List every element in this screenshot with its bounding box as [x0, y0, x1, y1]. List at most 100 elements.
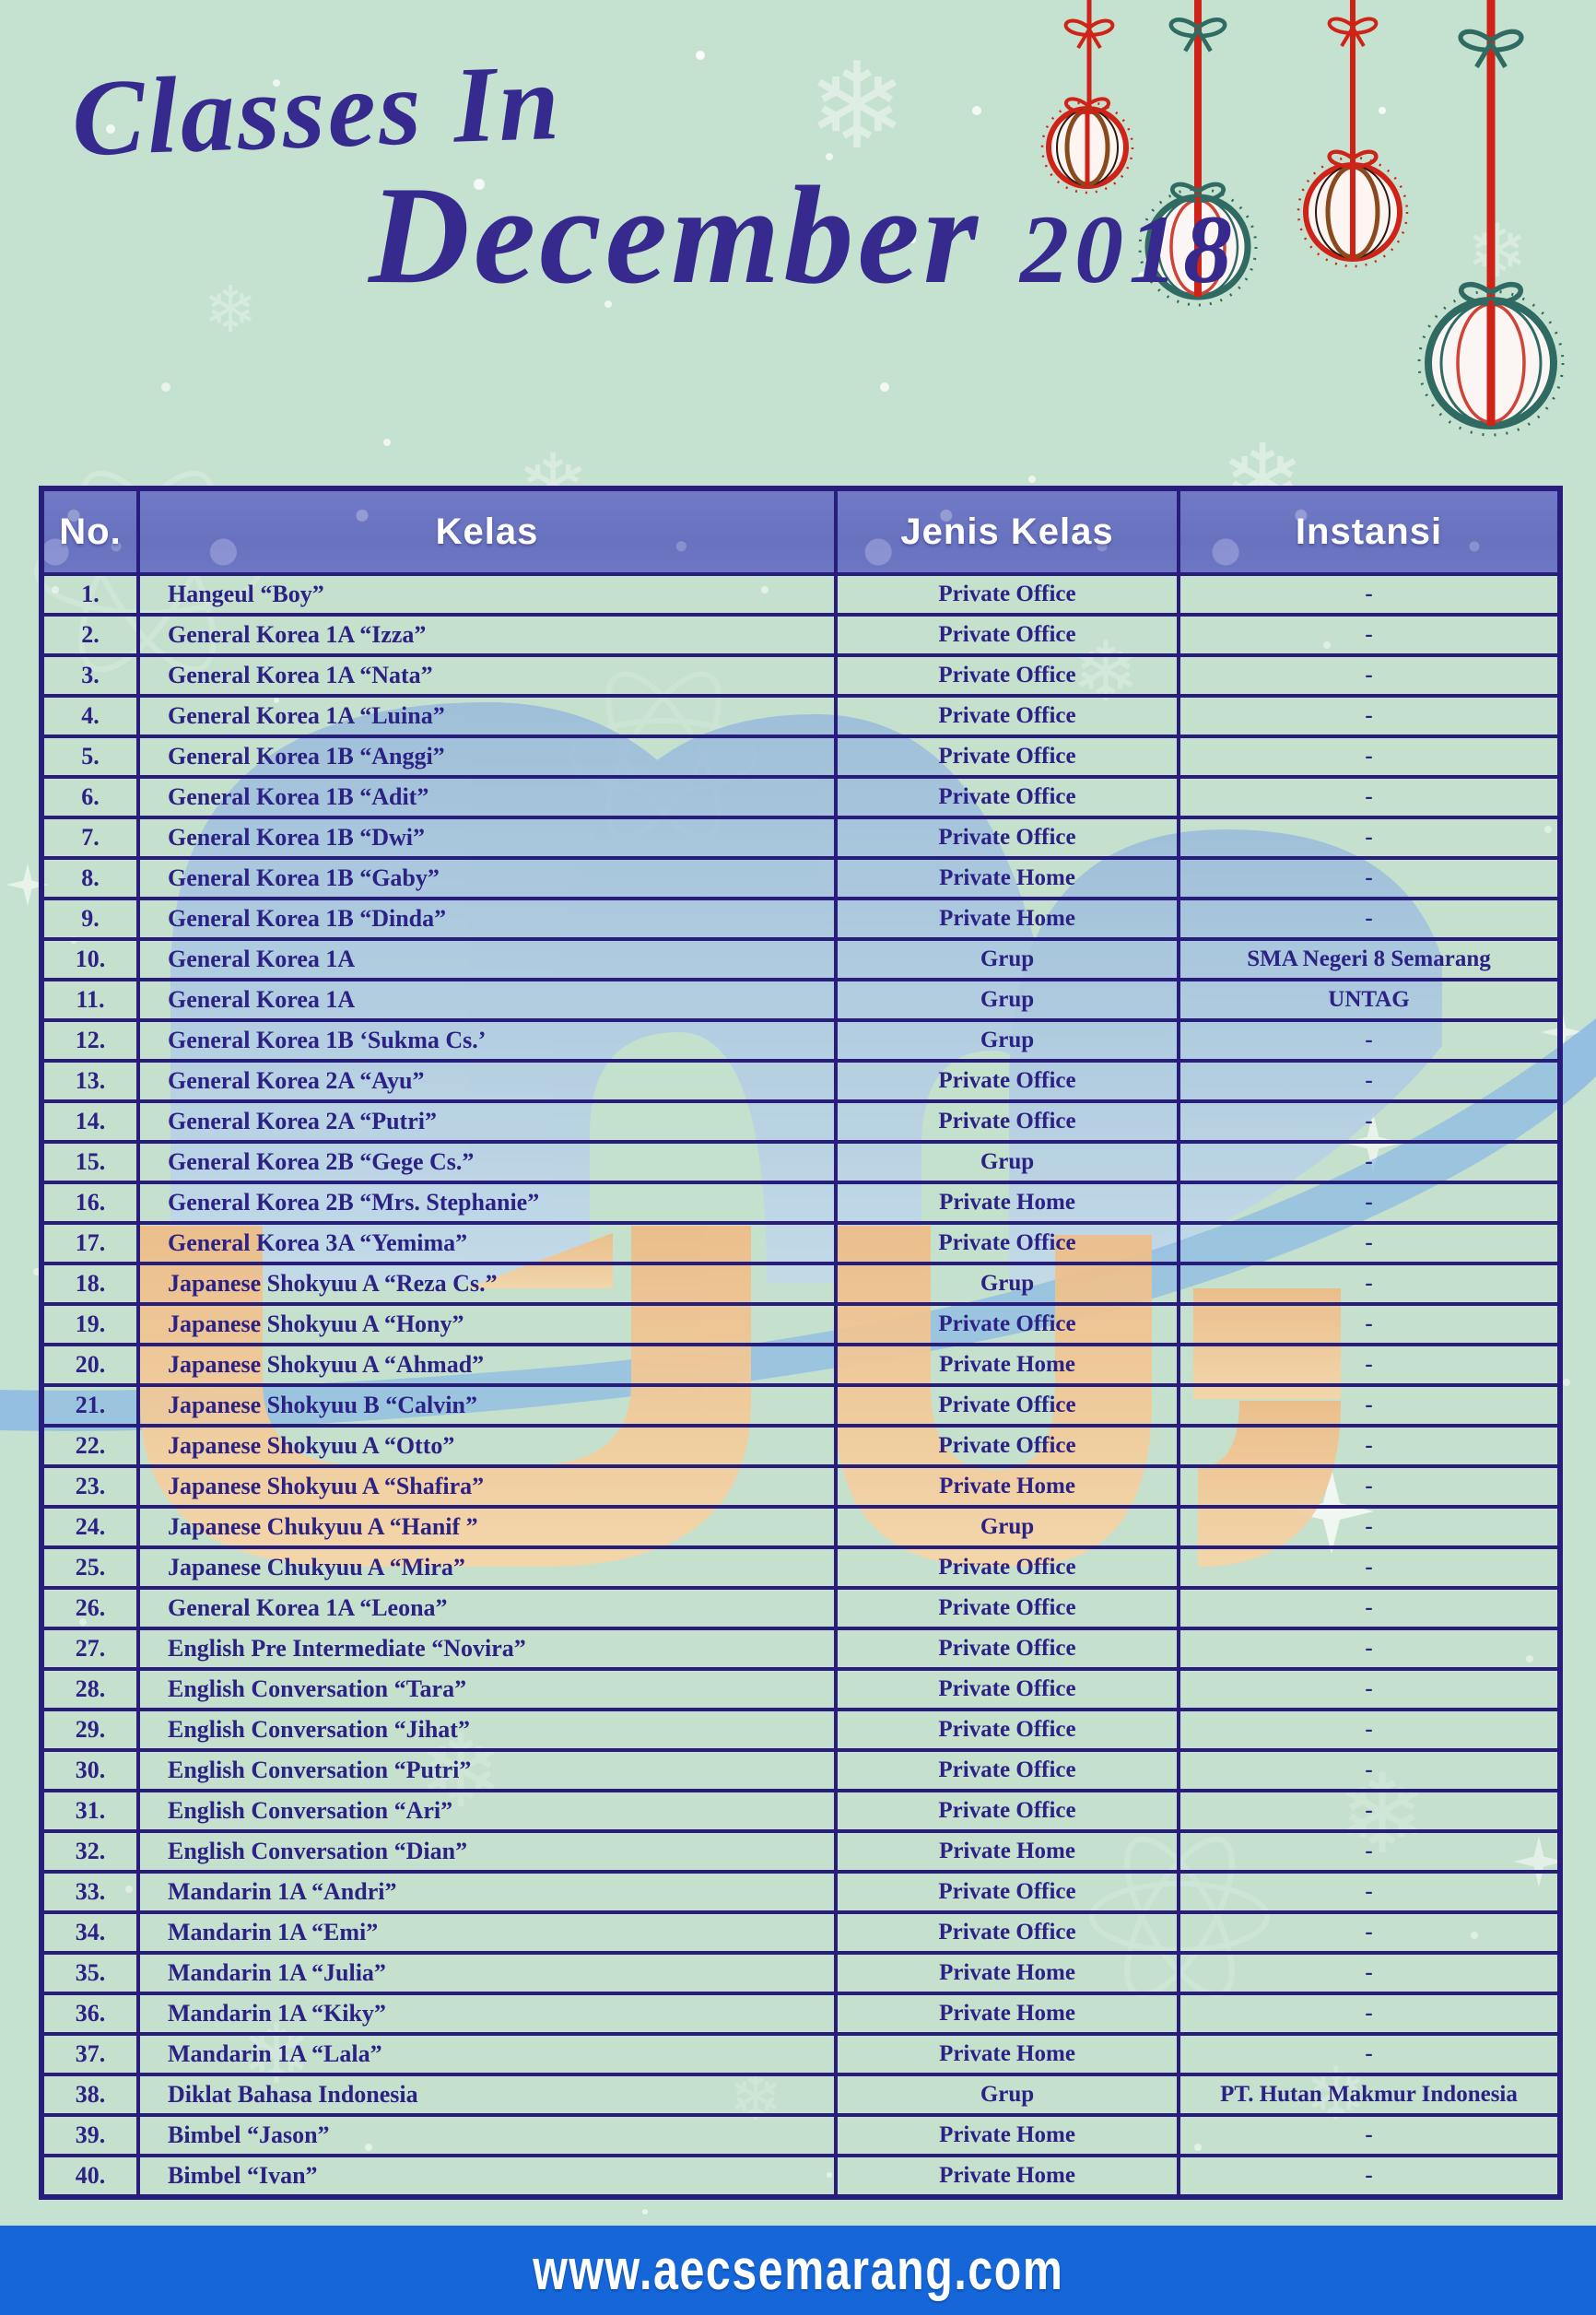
cell-kelas: General Korea 2B “Mrs. Stephanie”: [136, 1181, 838, 1225]
cell-no: 3.: [40, 653, 140, 698]
table-row: 22. Japanese Shokyuu A “Otto” Private Offi…: [40, 1424, 1562, 1468]
cell-jenis-kelas: Private Office: [834, 1424, 1180, 1468]
cell-kelas: General Korea 3A “Yemima”: [136, 1221, 838, 1265]
cell-no: 27.: [40, 1627, 140, 1671]
cell-instansi: -: [1177, 694, 1562, 738]
cell-jenis-kelas: Private Office: [834, 1667, 1180, 1711]
cell-instansi: PT. Hutan Makmur Indonesia: [1177, 2073, 1562, 2117]
cell-instansi: -: [1177, 1343, 1562, 1387]
cell-jenis-kelas: Grup: [834, 978, 1180, 1022]
table-row: 18. Japanese Shokyuu A “Reza Cs.” Grup -: [40, 1262, 1562, 1306]
cell-no: 34.: [40, 1910, 140, 1955]
cell-kelas: General Korea 2A “Ayu”: [136, 1059, 838, 1103]
cell-jenis-kelas: Grup: [834, 1262, 1180, 1306]
title-year: 2018: [1020, 195, 1238, 303]
cell-no: 5.: [40, 734, 140, 779]
cell-instansi: SMA Negeri 8 Semarang: [1177, 937, 1562, 981]
red-bauble-icon: [1297, 17, 1409, 268]
cell-no: 17.: [40, 1221, 140, 1265]
cell-kelas: General Korea 1B ‘Sukma Cs.’: [136, 1018, 838, 1063]
cell-no: 30.: [40, 1748, 140, 1792]
cell-kelas: Mandarin 1A “Lala”: [136, 2032, 838, 2076]
cell-jenis-kelas: Private Office: [834, 613, 1180, 657]
cell-no: 22.: [40, 1424, 140, 1468]
cell-kelas: Japanese Shokyuu A “Otto”: [136, 1424, 838, 1468]
cell-kelas: General Korea 1A: [136, 978, 838, 1022]
cell-jenis-kelas: Private Office: [834, 1910, 1180, 1955]
cell-jenis-kelas: Grup: [834, 937, 1180, 981]
cell-instansi: -: [1177, 1545, 1562, 1590]
cell-kelas: Bimbel “Jason”: [136, 2113, 838, 2157]
table-row: 40. Bimbel “Ivan” Private Home -: [40, 2154, 1562, 2199]
cell-kelas: General Korea 1A “Luina”: [136, 694, 838, 738]
cell-kelas: Japanese Chukyuu A “Hanif ”: [136, 1505, 838, 1549]
table-row: 9. General Korea 1B “Dinda” Private Home -: [40, 897, 1562, 941]
column-header-kelas: Kelas: [136, 487, 838, 576]
table-row: 19. Japanese Shokyuu A “Hony” Private Offi…: [40, 1302, 1562, 1346]
cell-kelas: General Korea 2B “Gege Cs.”: [136, 1140, 838, 1184]
cell-kelas: Hangeul “Boy”: [136, 572, 838, 617]
table-row: 27. English Pre Intermediate “Novira” Priv…: [40, 1627, 1562, 1671]
cell-instansi: -: [1177, 1464, 1562, 1509]
cell-instansi: -: [1177, 1910, 1562, 1955]
cell-no: 15.: [40, 1140, 140, 1184]
cell-kelas: General Korea 1B “Anggi”: [136, 734, 838, 779]
cell-instansi: -: [1177, 1748, 1562, 1792]
column-header-instansi: Instansi: [1177, 487, 1562, 576]
cell-kelas: Japanese Shokyuu B “Calvin”: [136, 1383, 838, 1428]
cell-instansi: -: [1177, 1789, 1562, 1833]
svg-text:❄: ❄: [204, 272, 258, 347]
cell-instansi: -: [1177, 734, 1562, 779]
cell-kelas: English Pre Intermediate “Novira”: [136, 1627, 838, 1671]
table-row: 37. Mandarin 1A “Lala” Private Home -: [40, 2032, 1562, 2076]
cell-jenis-kelas: Private Home: [834, 2154, 1180, 2199]
cell-kelas: General Korea 1B “Gaby”: [136, 856, 838, 900]
table-row: 28. English Conversation “Tara” Private Of…: [40, 1667, 1562, 1711]
table-row: 4. General Korea 1A “Luina” Private Office…: [40, 694, 1562, 738]
cell-instansi: -: [1177, 2113, 1562, 2157]
cell-no: 40.: [40, 2154, 140, 2199]
table-row: 35. Mandarin 1A “Julia” Private Home -: [40, 1951, 1562, 1995]
cell-jenis-kelas: Private Home: [834, 2113, 1180, 2157]
cell-no: 21.: [40, 1383, 140, 1428]
cell-instansi: -: [1177, 1424, 1562, 1468]
cell-no: 31.: [40, 1789, 140, 1833]
cell-jenis-kelas: Private Home: [834, 856, 1180, 900]
cell-kelas: Mandarin 1A “Emi”: [136, 1910, 838, 1955]
table-row: 33. Mandarin 1A “Andri” Private Office -: [40, 1870, 1562, 1914]
table-row: 39. Bimbel “Jason” Private Home -: [40, 2113, 1562, 2157]
cell-jenis-kelas: Private Office: [834, 572, 1180, 617]
cell-kelas: Japanese Shokyuu A “Shafira”: [136, 1464, 838, 1509]
cell-jenis-kelas: Private Home: [834, 1829, 1180, 1874]
cell-kelas: General Korea 2A “Putri”: [136, 1099, 838, 1144]
cell-jenis-kelas: Private Office: [834, 1708, 1180, 1752]
cell-kelas: Mandarin 1A “Andri”: [136, 1870, 838, 1914]
cell-no: 19.: [40, 1302, 140, 1346]
cell-no: 36.: [40, 1992, 140, 2036]
cell-no: 20.: [40, 1343, 140, 1387]
cell-jenis-kelas: Private Office: [834, 1748, 1180, 1792]
cell-no: 12.: [40, 1018, 140, 1063]
cell-no: 16.: [40, 1181, 140, 1225]
table-row: 8. General Korea 1B “Gaby” Private Home -: [40, 856, 1562, 900]
cell-no: 32.: [40, 1829, 140, 1874]
svg-text:❄: ❄: [1466, 208, 1528, 294]
cell-jenis-kelas: Private Office: [834, 1221, 1180, 1265]
cell-kelas: General Korea 1B “Dwi”: [136, 816, 838, 860]
cell-instansi: -: [1177, 856, 1562, 900]
table-row: 5. General Korea 1B “Anggi” Private Office…: [40, 734, 1562, 779]
table-row: 36. Mandarin 1A “Kiky” Private Home -: [40, 1992, 1562, 2036]
cell-jenis-kelas: Grup: [834, 1140, 1180, 1184]
table-row: 20. Japanese Shokyuu A “Ahmad” Private Hom…: [40, 1343, 1562, 1387]
table-row: 25. Japanese Chukyuu A “Mira” Private Offi…: [40, 1545, 1562, 1590]
cell-jenis-kelas: Private Home: [834, 1464, 1180, 1509]
cell-jenis-kelas: Private Home: [834, 2032, 1180, 2076]
cell-no: 8.: [40, 856, 140, 900]
cell-jenis-kelas: Private Office: [834, 734, 1180, 779]
cell-no: 18.: [40, 1262, 140, 1306]
cell-jenis-kelas: Private Home: [834, 1951, 1180, 1995]
cell-jenis-kelas: Private Office: [834, 1627, 1180, 1671]
table-row: 26. General Korea 1A “Leona” Private Offic…: [40, 1586, 1562, 1630]
table-row: 34. Mandarin 1A “Emi” Private Office -: [40, 1910, 1562, 1955]
cell-no: 33.: [40, 1870, 140, 1914]
